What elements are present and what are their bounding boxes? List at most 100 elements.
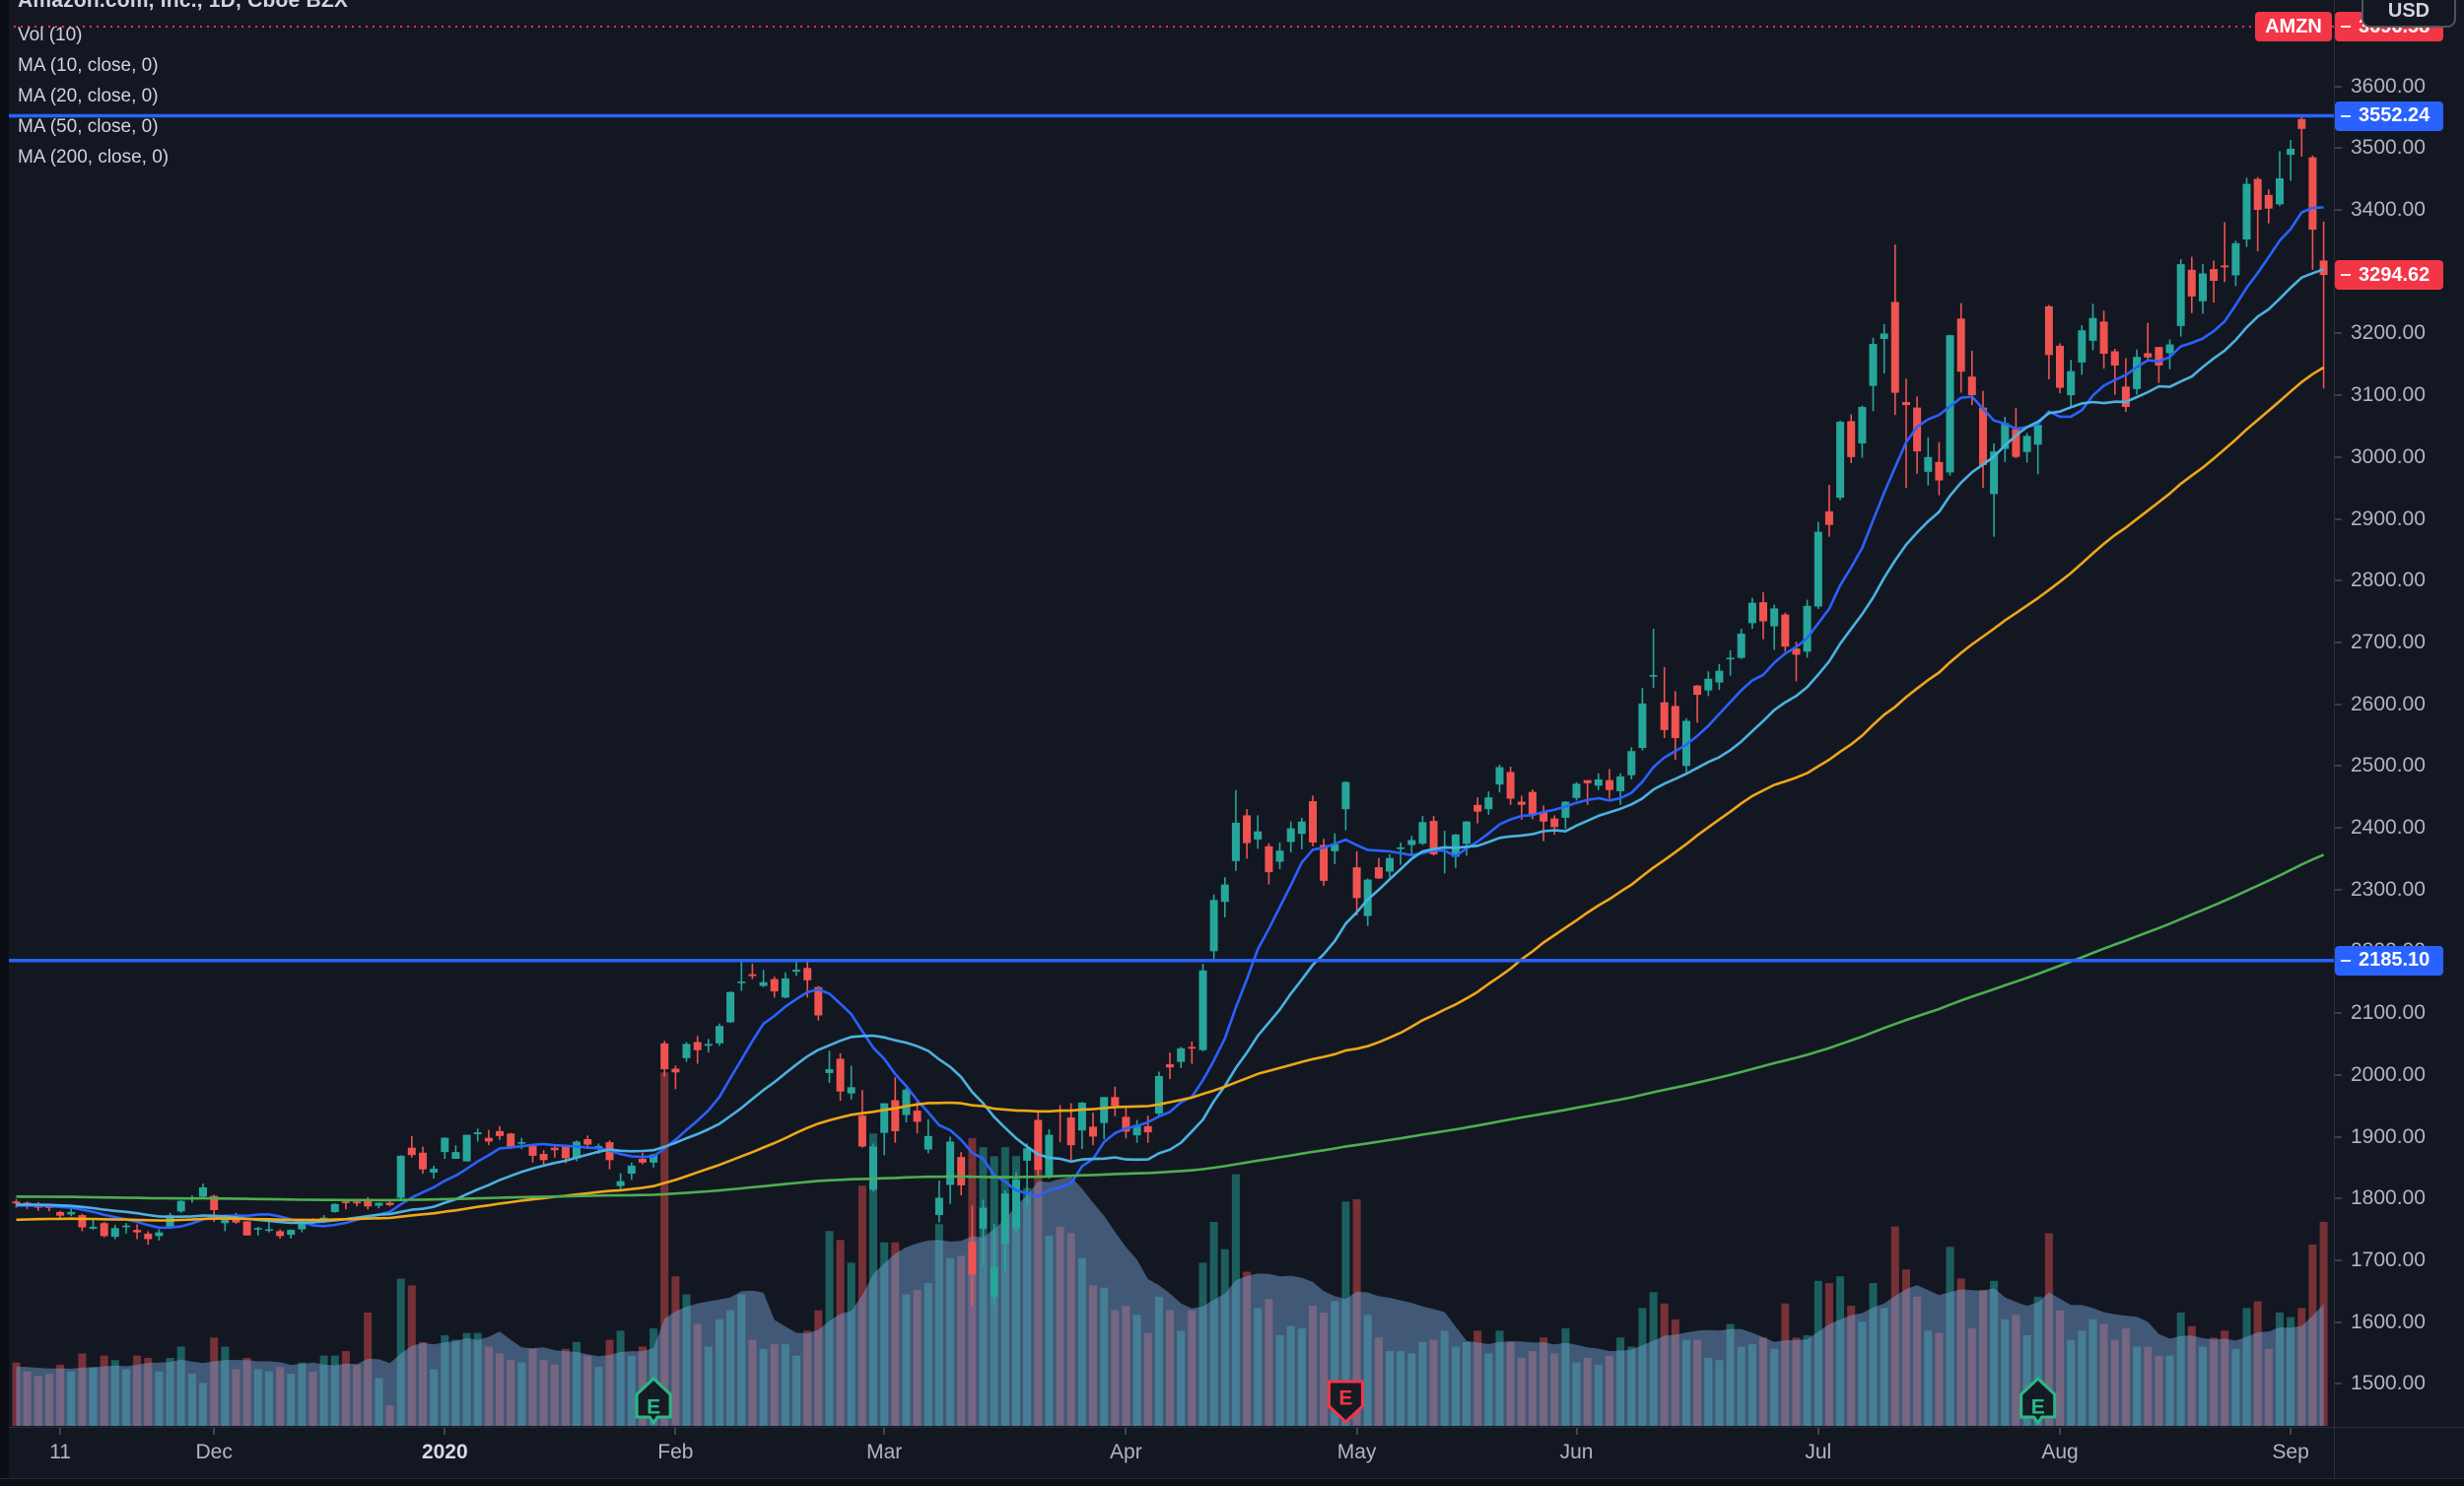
earnings-icon[interactable] <box>1327 1380 1364 1424</box>
volume-bar <box>880 1242 889 1426</box>
legend-ma20[interactable]: MA (20, close, 0) <box>18 86 159 106</box>
time-tick-label: Feb <box>657 1441 694 1463</box>
volume-bar <box>419 1341 427 1426</box>
candle-body <box>880 1103 889 1133</box>
candle-body <box>1517 801 1526 805</box>
candle-body <box>1012 1180 1020 1229</box>
candle-body <box>1550 818 1559 828</box>
volume-bar <box>1407 1353 1416 1426</box>
candle-body <box>1132 1124 1141 1136</box>
legend-volume[interactable]: Vol (10) <box>18 25 83 45</box>
candle-body <box>561 1145 570 1159</box>
volume-bar <box>539 1360 548 1426</box>
price-tick-dash <box>2335 1258 2342 1261</box>
price-axis-separator <box>2334 0 2335 1479</box>
volume-bar <box>1429 1339 1438 1426</box>
volume-bar <box>1913 1296 1922 1426</box>
price-badge: 3294.62 <box>2335 260 2443 290</box>
candle-body <box>934 1197 943 1216</box>
candle-body <box>650 1154 658 1163</box>
legend-ma200[interactable]: MA (200, close, 0) <box>18 147 170 168</box>
time-tick-label: Apr <box>1110 1441 1142 1463</box>
volume-bar <box>902 1294 911 1426</box>
candle-body <box>2231 242 2240 276</box>
time-tick-dash <box>1355 1428 1358 1435</box>
candle-body <box>1265 845 1273 873</box>
candle-body <box>155 1232 164 1237</box>
volume-bar <box>1814 1280 1822 1426</box>
volume-bar <box>330 1355 339 1426</box>
volume-bar <box>957 1255 966 1426</box>
volume-bar <box>1077 1257 1086 1426</box>
candle-body <box>419 1152 427 1170</box>
candle-body <box>2001 423 2010 449</box>
earnings-icon[interactable] <box>2019 1377 2057 1425</box>
symbol-title[interactable]: Amazon.com, Inc., 1D, Cboe BZX <box>18 0 349 12</box>
time-tick-dash <box>1125 1428 1128 1435</box>
volume-bar <box>2056 1310 2064 1426</box>
price-tick-dash <box>2335 827 2342 829</box>
candle-body <box>1100 1097 1109 1123</box>
candle-body <box>770 979 779 992</box>
candle-body <box>1297 821 1306 835</box>
time-tick-dash <box>2059 1428 2061 1435</box>
volume-bar <box>1132 1315 1141 1426</box>
volume-bar <box>1627 1346 1636 1426</box>
candle-body <box>89 1227 98 1229</box>
time-axis[interactable]: 11 Dec 2020 Feb Mar Apr May Jun Jul Aug Sep <box>0 1428 2334 1478</box>
volume-bar <box>242 1358 251 1426</box>
candle-body <box>1363 879 1372 916</box>
volume-bar <box>1045 1235 1054 1426</box>
volume-bar <box>1198 1262 1207 1426</box>
time-tick-dash <box>674 1428 677 1435</box>
candle-body <box>1660 702 1669 730</box>
candle-body <box>78 1215 87 1228</box>
volume-bar <box>1177 1330 1186 1426</box>
volume-bar <box>2221 1330 2229 1426</box>
candle-body <box>1824 510 1833 525</box>
candle-body <box>1979 407 1987 465</box>
volume-bar <box>2144 1346 2153 1426</box>
candle-body <box>990 1266 998 1297</box>
legend-ma50[interactable]: MA (50, close, 0) <box>18 116 159 137</box>
candle-body <box>1781 614 1790 647</box>
candle-body <box>1397 847 1405 849</box>
time-tick-label: 2020 <box>421 1441 468 1463</box>
candle-body <box>583 1139 592 1145</box>
candle-body <box>1935 461 1944 481</box>
volume-bar <box>2276 1313 2284 1426</box>
candle-body <box>1913 407 1922 452</box>
volume-bar <box>319 1355 328 1426</box>
volume-bar <box>1616 1337 1625 1426</box>
volume-bar <box>264 1371 273 1426</box>
candle-body <box>1946 335 1954 473</box>
volume-bar <box>133 1355 142 1426</box>
price-axis[interactable]: 3600.003500.003400.003300.003200.003100.… <box>2335 0 2464 1427</box>
candle-body <box>1561 801 1570 818</box>
volume-bar <box>1012 1156 1020 1426</box>
candle-body <box>2287 148 2295 156</box>
volume-bar <box>847 1262 856 1426</box>
legend-ma10[interactable]: MA (10, close, 0) <box>18 55 159 76</box>
volume-bar <box>1726 1323 1735 1426</box>
volume-bar <box>759 1348 768 1426</box>
candle-body <box>1374 867 1383 879</box>
volume-bar <box>748 1339 757 1426</box>
volume-bar <box>1111 1310 1120 1426</box>
volume-bar <box>1682 1339 1690 1426</box>
candle-body <box>616 1181 625 1186</box>
candle-body <box>1627 751 1636 776</box>
volume-bar <box>2319 1222 2328 1426</box>
candle-body <box>1704 678 1713 691</box>
candle-body <box>319 1217 328 1220</box>
candle-body <box>792 970 800 973</box>
candle-body <box>451 1152 460 1159</box>
volume-bar <box>396 1278 405 1426</box>
earnings-icon[interactable] <box>635 1377 672 1425</box>
volume-bar <box>44 1374 53 1426</box>
candle-body <box>1418 822 1427 844</box>
price-tick-dash <box>2335 1073 2342 1076</box>
candle-body <box>2088 317 2097 341</box>
currency-button[interactable]: USD <box>2361 0 2456 28</box>
